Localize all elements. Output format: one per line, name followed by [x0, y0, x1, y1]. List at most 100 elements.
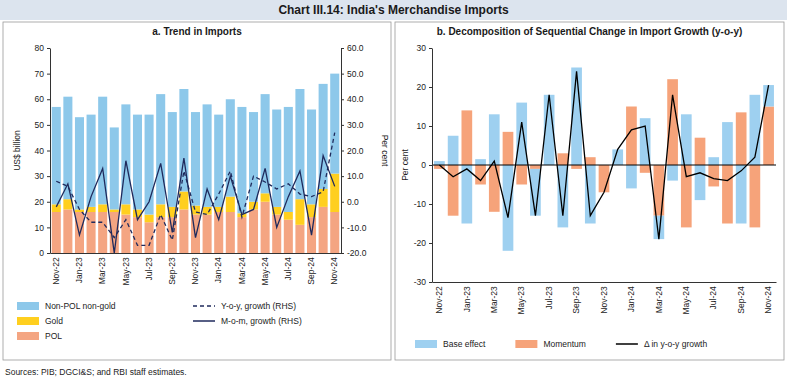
y-tick-label: 40	[35, 146, 45, 156]
bar	[330, 74, 339, 174]
x-axis: Nov-22Jan-23Mar-23May-23Jul-23Sep-23Nov-…	[51, 254, 342, 286]
y-tick-label: -10	[414, 199, 427, 209]
bar	[708, 165, 719, 186]
y-tick-mark	[429, 87, 432, 88]
legend-entry: Δ in y-o-y growth	[616, 339, 708, 349]
y-tick-label: 0	[39, 248, 44, 258]
y2-tick-label: -20.0	[347, 248, 367, 258]
legend-swatch	[17, 302, 39, 310]
y-tick-mark	[429, 204, 432, 205]
bar	[156, 204, 165, 217]
bar	[558, 153, 569, 165]
bar	[87, 115, 96, 207]
legend-label: Momentum	[543, 339, 586, 349]
x-axis: Nov-22Jan-23Mar-23May-23Jul-23Sep-23Nov-…	[433, 283, 777, 315]
legend-entry: Y-o-y, growth (RHS)	[193, 301, 296, 311]
x-tick-label: Jul-24	[283, 257, 293, 280]
legend-label: Base effect	[443, 339, 486, 349]
y-tick-mark	[47, 74, 50, 75]
x-tick-label: Nov-23	[190, 257, 200, 285]
bar	[168, 112, 177, 207]
bar	[295, 225, 304, 253]
y2-tick-mark	[341, 253, 344, 254]
x-tick-label: Jan-24	[213, 257, 223, 283]
bar	[626, 165, 637, 188]
y-tick-mark	[47, 125, 50, 126]
y2-tick: 10.0	[341, 171, 364, 181]
y-tick-label: 30	[417, 43, 427, 53]
bar	[475, 159, 486, 165]
x-tick-label: Jul-24	[708, 286, 718, 309]
y-tick: 30	[35, 171, 50, 181]
plot-area	[434, 68, 774, 251]
legend-entry: Non-POL non-gold	[17, 301, 116, 311]
y-tick: 70	[35, 69, 50, 79]
x-tick: Nov-22	[51, 257, 61, 285]
y-tick-mark	[429, 126, 432, 127]
bar	[330, 212, 339, 253]
y-tick-mark	[429, 165, 432, 166]
bar	[503, 165, 514, 251]
bar	[110, 209, 119, 212]
x-tick: Mar-24	[654, 286, 664, 313]
legend-swatch	[515, 340, 537, 348]
bar	[133, 115, 142, 210]
y-tick-mark	[47, 202, 50, 203]
y-tick: 0	[39, 248, 50, 258]
x-tick: Sep-23	[571, 286, 581, 314]
y-tick-label: 80	[35, 43, 45, 53]
x-tick: Jul-23	[544, 286, 554, 309]
y-tick-label: 10	[35, 223, 45, 233]
bar-series	[434, 79, 774, 227]
bar	[133, 217, 142, 253]
legend-entry: Gold	[17, 316, 63, 326]
y-tick: 20	[417, 82, 432, 92]
bar	[461, 110, 472, 165]
legend-swatch	[17, 332, 39, 340]
x-tick: Mar-23	[489, 286, 499, 313]
x-axis-line	[51, 253, 342, 254]
bar	[52, 212, 61, 253]
legend-entry: Base effect	[415, 339, 486, 349]
x-tick: Mar-24	[237, 257, 247, 284]
x-tick: Nov-22	[434, 286, 444, 314]
bar	[295, 199, 304, 225]
y2-tick-label: 0.0	[347, 197, 359, 207]
bar	[461, 165, 472, 224]
y-axis: 01020304050607080	[35, 43, 51, 258]
x-tick-label: Jan-23	[462, 286, 472, 312]
y2-tick-mark	[341, 74, 344, 75]
y2-tick-label: 20.0	[347, 146, 364, 156]
bar	[695, 165, 706, 200]
bar	[695, 138, 706, 165]
x-tick: Sep-24	[736, 286, 746, 314]
bar	[237, 107, 246, 213]
bar-series	[52, 74, 340, 215]
x-tick: Jan-24	[213, 257, 223, 283]
x-tick: Nov-23	[190, 257, 200, 285]
x-tick-label: Jul-23	[544, 286, 554, 309]
y-tick: -30	[414, 277, 432, 287]
bar	[226, 212, 235, 253]
x-tick: Sep-23	[167, 257, 177, 285]
bar	[191, 112, 200, 206]
y-axis-title: Per cent	[400, 149, 410, 181]
y2-tick: 30.0	[341, 120, 364, 130]
y-tick-label: 10	[417, 121, 427, 131]
chart-root: Chart III.14: India's Merchandise Import…	[0, 0, 787, 386]
y2-tick-label: -10.0	[347, 223, 367, 233]
x-tick: Nov-24	[329, 257, 339, 285]
bar	[307, 110, 316, 205]
y-tick-label: 0	[421, 160, 426, 170]
y-tick-label: 20	[417, 82, 427, 92]
bar	[571, 165, 582, 169]
legend-label: Non-POL non-gold	[45, 301, 116, 311]
legend-label: Gold	[45, 316, 63, 326]
bar	[284, 220, 293, 253]
bar	[284, 212, 293, 220]
bar	[237, 217, 246, 253]
x-tick: May-24	[681, 286, 691, 315]
y-tick: -20	[414, 238, 432, 248]
y2-tick-label: 40.0	[347, 94, 364, 104]
legend: Non-POL non-goldGoldPOLY-o-y, growth (RH…	[17, 301, 302, 341]
